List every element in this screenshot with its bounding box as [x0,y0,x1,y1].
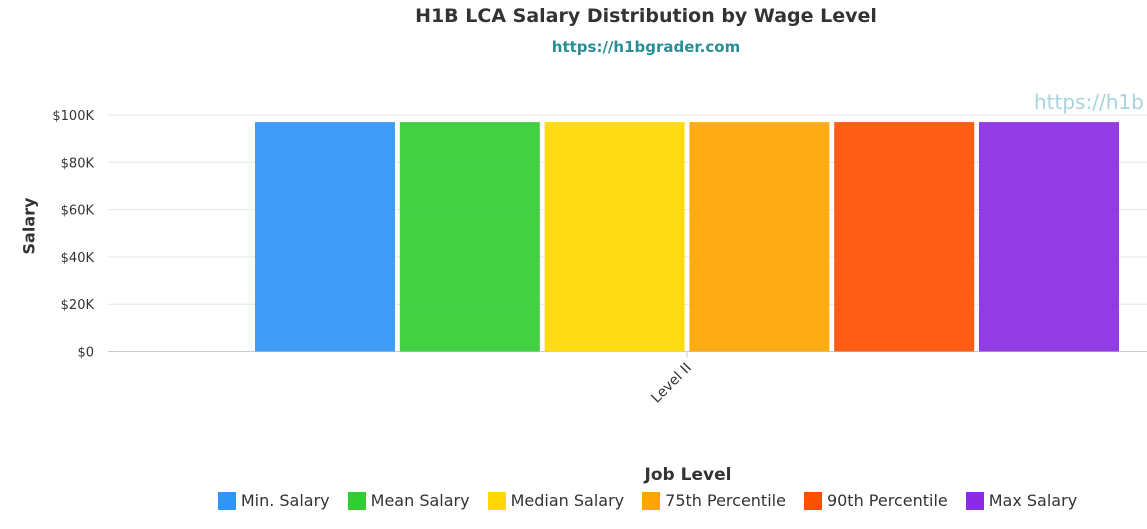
bar-median-salary[interactable] [544,122,685,352]
legend-item[interactable]: Median Salary [487,491,625,510]
bar-max-salary[interactable] [979,122,1119,352]
legend-item[interactable]: 75th Percentile [642,491,786,510]
y-tick-label: $40K [61,251,95,266]
legend-label: 90th Percentile [826,491,948,510]
x-axis-label: Job Level [644,465,732,485]
legend-swatch [965,491,984,510]
watermark: https://h1b [1034,90,1144,114]
bar-75th-percentile[interactable] [689,122,830,352]
bar-min-salary[interactable] [255,122,395,352]
y-tick-label: $20K [61,298,95,313]
legend-swatch [487,491,506,510]
chart-subtitle-link[interactable]: https://h1bgrader.com [551,38,741,56]
y-axis-label: Salary [19,197,39,255]
legend-swatch [347,491,366,510]
bar-mean-salary[interactable] [399,122,540,352]
legend-item[interactable]: 90th Percentile [803,491,948,510]
legend-item[interactable]: Mean Salary [347,491,470,510]
legend-swatch [217,491,236,510]
y-tick-label: $0 [77,346,94,361]
legend-label: Mean Salary [370,491,470,510]
legend-swatch [803,491,822,510]
bar-90th-percentile[interactable] [834,122,975,352]
legend-item[interactable]: Max Salary [965,491,1078,510]
legend-item[interactable]: Min. Salary [217,491,330,510]
legend-swatch [642,491,661,510]
legend-label: Median Salary [510,491,625,510]
y-tick-label: $60K [61,204,95,219]
legend-label: Min. Salary [240,491,330,510]
legend-label: Max Salary [988,491,1078,510]
chart-legend: Min. Salary Mean Salary Median Salary 75th … [0,491,1147,510]
legend-label: 75th Percentile [665,491,786,510]
y-tick-label: $80K [61,156,95,171]
y-tick-label: $100K [52,109,94,124]
chart-title: H1B LCA Salary Distribution by Wage Leve… [415,5,877,27]
x-tick-label: Level II [648,360,694,406]
